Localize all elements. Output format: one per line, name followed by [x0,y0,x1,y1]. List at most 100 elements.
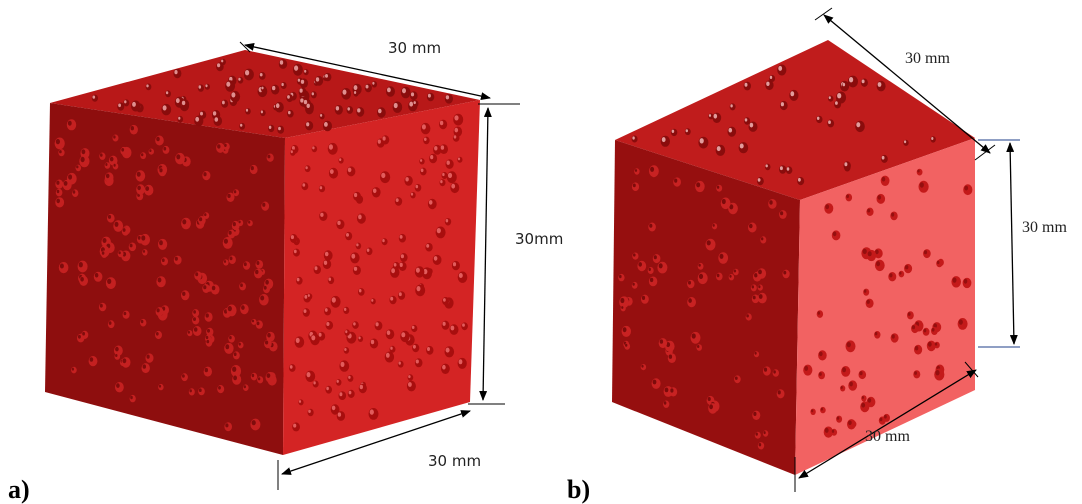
pore [706,239,716,251]
pore-highlight [434,256,438,261]
pore-highlight [320,114,322,117]
pore [415,285,425,297]
pore [410,91,418,100]
pore [243,384,249,391]
pore-highlight [80,277,84,282]
pore-highlight [199,85,202,88]
pore-highlight [394,263,397,267]
pore [353,90,358,96]
pore [729,274,734,280]
pore [339,391,347,400]
pore-highlight [326,387,329,390]
pore-highlight [412,326,415,329]
pore [687,297,696,307]
pore-highlight [386,353,390,358]
pore [198,388,205,396]
pore-highlight [416,360,419,364]
pore-highlight [440,121,443,125]
pore-highlight [357,108,360,112]
pore [758,285,763,291]
pore-highlight [720,254,724,259]
pore-highlight [156,332,159,336]
pore-highlight [842,367,846,372]
pore [797,177,804,185]
pore [907,311,914,319]
pore-highlight [182,219,186,224]
pore-highlight [764,368,767,372]
pore-highlight [195,272,198,276]
pore-highlight [182,292,185,296]
pore [410,192,415,198]
pore-highlight [72,368,74,371]
pore [174,256,182,265]
pore-highlight [382,239,384,242]
pore-highlight [882,156,885,160]
pore-highlight [73,190,76,193]
pore [407,381,416,392]
pore [118,250,124,257]
pore [232,374,241,385]
pore-highlight [709,404,713,409]
pore [181,218,191,230]
pore [113,163,119,170]
pore-highlight [841,386,843,389]
pore [427,93,434,102]
pore [824,203,833,214]
pore-highlight [674,179,677,183]
pore [302,182,309,190]
pore [458,272,468,283]
pore-highlight [175,257,178,261]
pore-highlight [662,137,666,142]
pore-highlight [193,310,196,314]
pore [382,135,390,144]
pore-highlight [252,420,256,425]
pore-highlight [217,63,220,67]
pore-highlight [405,177,408,181]
pore-highlight [269,126,272,129]
pore [217,385,224,393]
pore [730,103,736,110]
pore-highlight [159,385,161,388]
pore-highlight [354,85,358,90]
pore [275,102,284,113]
pore [356,243,362,250]
pore-highlight [337,380,339,383]
pore [194,271,201,280]
pore-highlight [107,279,111,284]
pore [848,380,857,390]
pore-highlight [707,240,711,245]
pore-highlight [324,122,328,127]
pore [198,84,204,91]
pore-highlight [698,264,700,267]
pore [888,272,896,281]
pore-highlight [246,109,248,112]
pore [744,82,751,91]
pore-highlight [147,355,150,359]
pore-highlight [367,249,370,252]
pore-highlight [329,144,333,149]
pore-highlight [195,117,199,122]
pore-highlight [163,147,166,151]
pore [816,116,822,123]
pore-highlight [82,332,85,336]
pore-highlight [426,244,429,248]
pore-highlight [828,120,831,124]
pore [733,269,739,276]
pore [163,146,170,154]
pore [55,180,63,189]
pore [728,127,737,137]
pore-highlight [884,415,887,419]
pore-highlight [146,84,148,87]
pore-highlight [316,77,319,81]
pore [400,331,410,342]
pore [440,179,446,186]
pore-highlight [964,186,968,191]
pore-highlight [882,177,886,182]
pore [299,87,307,96]
pore [78,261,88,273]
pore-highlight [441,145,444,149]
pore [685,128,691,135]
pore-highlight [649,224,652,228]
pore-highlight [188,331,190,334]
pore [779,210,787,219]
